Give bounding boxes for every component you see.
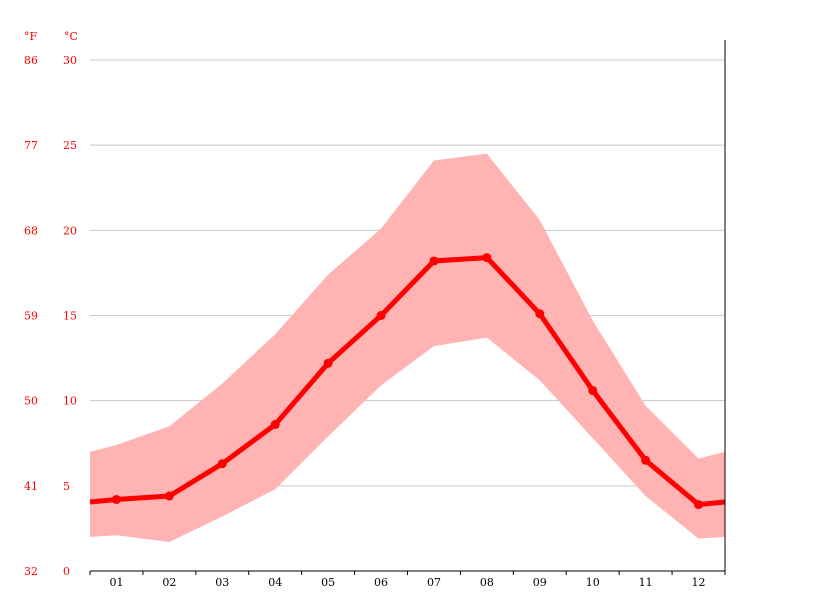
mean-point — [323, 358, 333, 368]
fahrenheit-tick-label: 86 — [24, 54, 38, 67]
mean-point — [429, 256, 439, 266]
x-tick-label: 12 — [692, 576, 706, 589]
mean-point — [641, 455, 651, 465]
x-tick-label: 09 — [533, 576, 547, 589]
celsius-tick-label: 20 — [63, 224, 77, 237]
mean-point — [588, 385, 598, 395]
mean-point — [482, 253, 492, 263]
mean-point — [111, 494, 121, 504]
mean-point — [535, 309, 545, 319]
celsius-tick-label: 25 — [63, 139, 77, 152]
x-tick-label: 05 — [321, 576, 335, 589]
x-tick-label: 10 — [586, 576, 600, 589]
x-tick-label: 02 — [162, 576, 176, 589]
mean-point — [217, 459, 227, 469]
celsius-tick-label: 10 — [63, 395, 77, 408]
x-tick-label: 11 — [639, 576, 653, 589]
fahrenheit-tick-label: 41 — [24, 480, 38, 493]
x-tick-label: 07 — [427, 576, 441, 589]
mean-temperature-line — [89, 255, 726, 508]
celsius-tick-label: 30 — [63, 54, 77, 67]
fahrenheit-unit-label: °F — [24, 30, 38, 43]
x-tick-label: 08 — [480, 576, 494, 589]
celsius-tick-label: 0 — [63, 565, 70, 578]
fahrenheit-tick-label: 32 — [24, 565, 38, 578]
mean-points — [111, 253, 704, 510]
fahrenheit-tick-label: 77 — [24, 139, 38, 152]
fahrenheit-tick-label: 59 — [24, 310, 38, 323]
x-tick-label: 01 — [109, 576, 123, 589]
mean-point — [694, 500, 704, 510]
fahrenheit-tick-label: 50 — [24, 395, 38, 408]
celsius-tick-label: 5 — [63, 480, 70, 493]
celsius-unit-label: °C — [64, 30, 78, 43]
mean-point — [376, 311, 386, 320]
x-tick-label: 06 — [374, 576, 388, 589]
mean-point — [164, 491, 174, 501]
axis-labels: °F °C 0 32 5 41 10 50 15 59 20 68 25 77 30 86 01 02 03 04… — [24, 30, 706, 589]
x-tick-label: 04 — [268, 576, 282, 589]
celsius-tick-label: 15 — [63, 310, 77, 323]
x-tick-label: 03 — [215, 576, 229, 589]
axes — [89, 40, 726, 575]
fahrenheit-tick-label: 68 — [24, 224, 38, 237]
mean-point — [270, 420, 280, 430]
